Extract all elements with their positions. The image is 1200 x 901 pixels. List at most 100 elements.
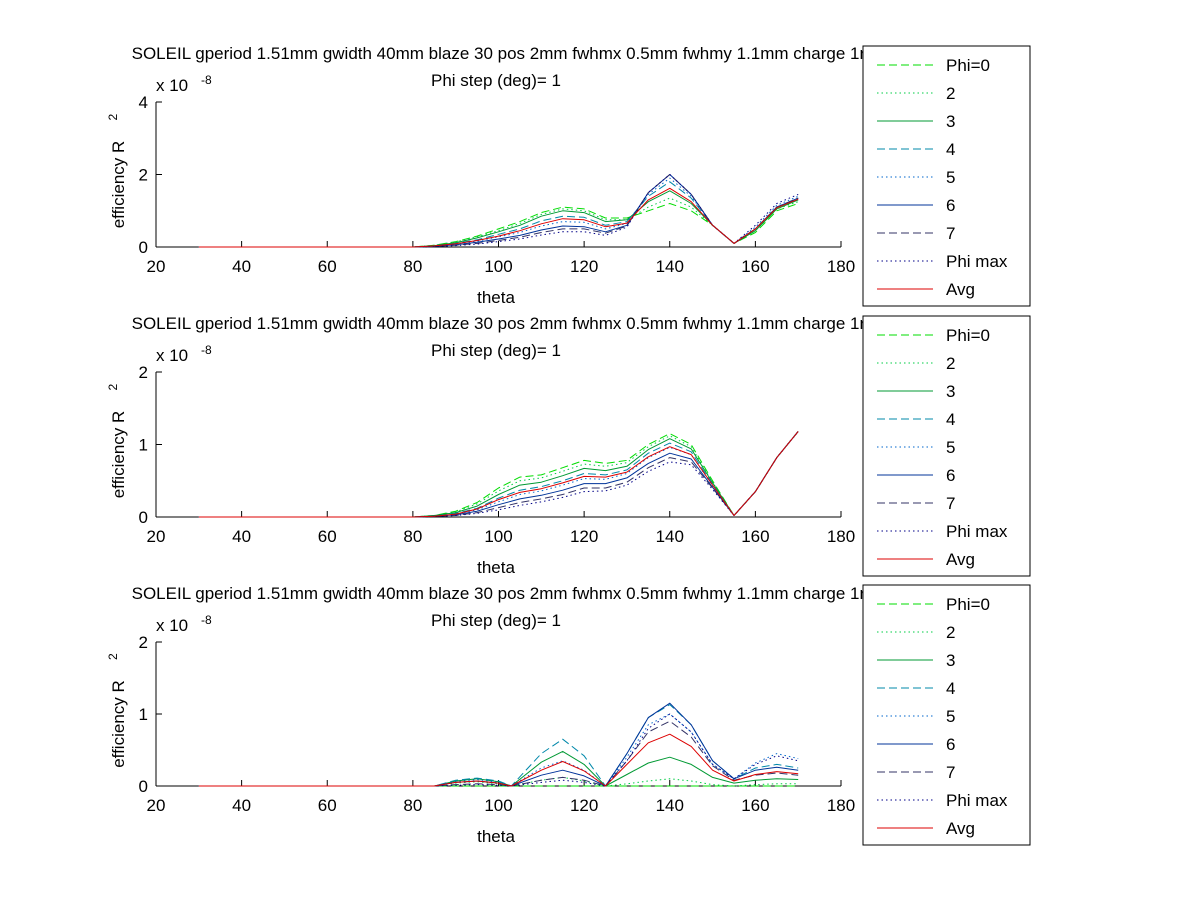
x-tick-label: 60: [318, 796, 337, 815]
x-axis-label: theta: [477, 288, 515, 307]
subplot-3: SOLEIL gperiod 1.51mm gwidth 40mm blaze …: [106, 584, 1031, 846]
subplots: SOLEIL gperiod 1.51mm gwidth 40mm blaze …: [106, 44, 1031, 846]
subplot-2: SOLEIL gperiod 1.51mm gwidth 40mm blaze …: [106, 314, 1031, 577]
legend-label: 4: [946, 679, 955, 698]
legend-label: Avg: [946, 819, 975, 838]
y-tick-label: 1: [139, 436, 148, 455]
x-tick-label: 160: [741, 257, 769, 276]
y-axis-label-group: efficiency R 2: [106, 653, 128, 768]
y-tick-label: 0: [139, 238, 148, 257]
x-tick-label: 180: [827, 527, 855, 546]
plot-title: SOLEIL gperiod 1.51mm gwidth 40mm blaze …: [132, 584, 965, 603]
x-tick-label: 80: [403, 527, 422, 546]
y-tick-label: 1: [139, 705, 148, 724]
y-multiplier-exponent: -8: [201, 73, 212, 87]
legend-label: Phi=0: [946, 326, 990, 345]
y-tick-label: 4: [139, 93, 148, 112]
plot-title: SOLEIL gperiod 1.51mm gwidth 40mm blaze …: [132, 44, 965, 63]
x-tick-label: 140: [656, 796, 684, 815]
legend-label: Phi=0: [946, 595, 990, 614]
series-line-9: [198, 431, 799, 518]
y-multiplier: x 10: [156, 346, 188, 365]
y-axis-label-exponent: 2: [106, 114, 120, 121]
y-multiplier-exponent: -8: [201, 613, 212, 627]
x-tick-label: 60: [318, 257, 337, 276]
legend-label: 7: [946, 224, 955, 243]
series-line-9: [198, 187, 799, 248]
y-axis-label-exponent: 2: [106, 653, 120, 660]
y-axis-label: efficiency R: [109, 141, 128, 229]
series-line-5: [198, 431, 799, 518]
series-line-9: [198, 733, 799, 787]
x-tick-label: 100: [484, 527, 512, 546]
plot-subtitle: Phi step (deg)= 1: [431, 611, 561, 630]
legend-label: 7: [946, 763, 955, 782]
y-axis-label-exponent: 2: [106, 384, 120, 391]
y-axis-label: efficiency R: [109, 411, 128, 499]
legend-label: 4: [946, 410, 955, 429]
x-tick-label: 20: [147, 796, 166, 815]
plot-subtitle: Phi step (deg)= 1: [431, 71, 561, 90]
plot-title: SOLEIL gperiod 1.51mm gwidth 40mm blaze …: [132, 314, 965, 333]
legend-label: 2: [946, 354, 955, 373]
legend-label: 5: [946, 707, 955, 726]
x-axis-label: theta: [477, 827, 515, 846]
y-tick-label: 2: [139, 166, 148, 185]
legend-label: 2: [946, 84, 955, 103]
legend-label: Phi max: [946, 252, 1008, 271]
legend-label: 4: [946, 140, 955, 159]
x-axis-label: theta: [477, 558, 515, 577]
legend-label: 7: [946, 494, 955, 513]
legend-box: [862, 45, 1031, 307]
y-tick-label: 0: [139, 777, 148, 796]
legend-label: Phi=0: [946, 56, 990, 75]
x-tick-label: 20: [147, 527, 166, 546]
legend: Phi=0 2 3 4 5 6 7 Phi max Avg: [862, 45, 1031, 307]
x-tick-label: 100: [484, 796, 512, 815]
x-tick-label: 140: [656, 257, 684, 276]
x-tick-label: 180: [827, 257, 855, 276]
legend-label: 6: [946, 196, 955, 215]
x-tick-label: 40: [232, 796, 251, 815]
y-multiplier: x 10: [156, 76, 188, 95]
legend-label: 2: [946, 623, 955, 642]
x-tick-label: 120: [570, 257, 598, 276]
legend-label: 3: [946, 651, 955, 670]
legend: Phi=0 2 3 4 5 6 7 Phi max Avg: [862, 315, 1031, 577]
legend-label: 3: [946, 382, 955, 401]
legend-label: Phi max: [946, 791, 1008, 810]
x-tick-label: 160: [741, 796, 769, 815]
legend-label: 5: [946, 438, 955, 457]
legend-box: [862, 584, 1031, 846]
x-tick-label: 80: [403, 796, 422, 815]
y-axis-label: efficiency R: [109, 680, 128, 768]
y-multiplier-exponent: -8: [201, 343, 212, 357]
plot-subtitle: Phi step (deg)= 1: [431, 341, 561, 360]
legend-label: 3: [946, 112, 955, 131]
series-group: [198, 702, 799, 787]
x-tick-label: 80: [403, 257, 422, 276]
subplot-1: SOLEIL gperiod 1.51mm gwidth 40mm blaze …: [106, 44, 1031, 307]
x-tick-label: 120: [570, 796, 598, 815]
series-line-2: [198, 431, 799, 518]
legend-label: Avg: [946, 550, 975, 569]
legend-label: Phi max: [946, 522, 1008, 541]
x-tick-label: 120: [570, 527, 598, 546]
legend-label: Avg: [946, 280, 975, 299]
y-multiplier: x 10: [156, 616, 188, 635]
x-tick-label: 140: [656, 527, 684, 546]
y-axis-label-group: efficiency R 2: [106, 384, 128, 499]
x-tick-label: 60: [318, 527, 337, 546]
legend-box: [862, 315, 1031, 577]
x-tick-label: 160: [741, 527, 769, 546]
series-group: [198, 431, 799, 518]
legend-label: 6: [946, 735, 955, 754]
legend-label: 5: [946, 168, 955, 187]
x-tick-label: 180: [827, 796, 855, 815]
y-tick-label: 2: [139, 633, 148, 652]
x-tick-label: 40: [232, 257, 251, 276]
y-tick-label: 2: [139, 363, 148, 382]
y-axis-label-group: efficiency R 2: [106, 114, 128, 229]
series-group: [198, 174, 799, 248]
